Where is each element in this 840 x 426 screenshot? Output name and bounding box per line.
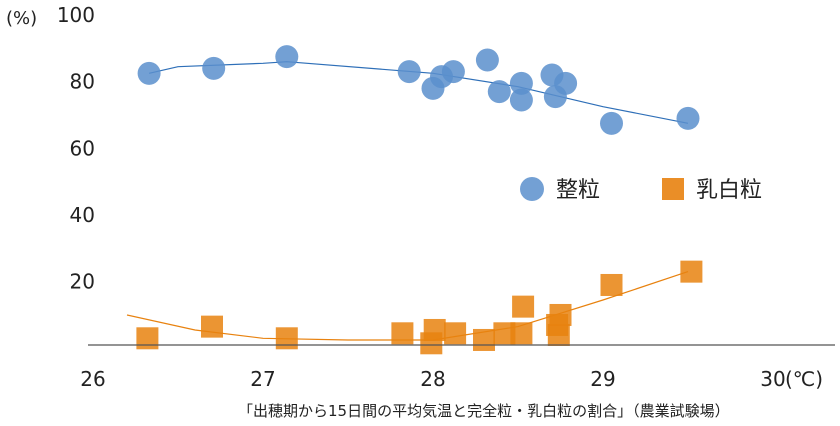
data-points [136, 45, 703, 355]
x-tick-label: 28 [420, 367, 445, 391]
point-nyuhakuryu [201, 315, 223, 338]
point-seiryu [275, 45, 299, 69]
point-nyuhakuryu [600, 273, 623, 296]
point-nyuhakuryu [391, 322, 414, 345]
point-nyuhakuryu [423, 318, 446, 341]
y-tick-label: 20 [70, 270, 95, 294]
point-nyuhakuryu [473, 328, 495, 351]
point-nyuhakuryu [510, 322, 533, 345]
legend-marker-seiryu [520, 177, 544, 201]
legend-label-nyuhakuryu: 乳白粒 [696, 178, 762, 203]
point-nyuhakuryu [549, 303, 572, 326]
point-nyuhakuryu [493, 322, 516, 345]
point-nyuhakuryu [444, 322, 467, 345]
x-tick-label: 30 [760, 367, 785, 391]
point-nyuhakuryu [136, 327, 159, 350]
trend-line-seiryu [148, 61, 689, 124]
x-tick-label: 27 [250, 367, 275, 391]
y-axis-ticks: 20 40 60 80 100 [57, 3, 95, 294]
point-seiryu [202, 56, 226, 80]
point-seiryu [509, 88, 533, 112]
point-seiryu [554, 71, 578, 95]
point-nyuhakuryu [512, 295, 535, 318]
legend-marker-nyuhakuryu [662, 178, 684, 200]
point-seiryu [676, 106, 700, 130]
point-seiryu [441, 60, 465, 84]
y-tick-label: 80 [70, 70, 95, 94]
point-seiryu [137, 61, 161, 85]
chart-caption: 「出穂期から15日間の平均気温と完全粒・乳白粒の割合」（農業試験場） [238, 402, 730, 420]
x-axis-ticks: 26 27 28 29 30 [80, 367, 785, 391]
y-axis-unit: (%) [6, 8, 37, 29]
point-nyuhakuryu [680, 260, 703, 283]
x-tick-label: 29 [590, 367, 615, 391]
x-tick-label: 26 [80, 367, 105, 391]
y-tick-label: 40 [70, 203, 95, 227]
point-nyuhakuryu [547, 323, 570, 346]
legend-label-seiryu: 整粒 [556, 178, 600, 203]
point-nyuhakuryu [275, 327, 298, 350]
point-seiryu [475, 48, 499, 72]
y-tick-label: 60 [70, 136, 95, 160]
legend: 整粒 乳白粒 [520, 177, 762, 203]
y-tick-label: 100 [57, 3, 95, 27]
point-seiryu [509, 71, 533, 95]
point-seiryu [600, 111, 623, 135]
trend-lines [126, 61, 689, 341]
x-axis-unit: (℃) [785, 367, 823, 391]
point-seiryu [397, 60, 421, 84]
point-seiryu [487, 80, 511, 104]
